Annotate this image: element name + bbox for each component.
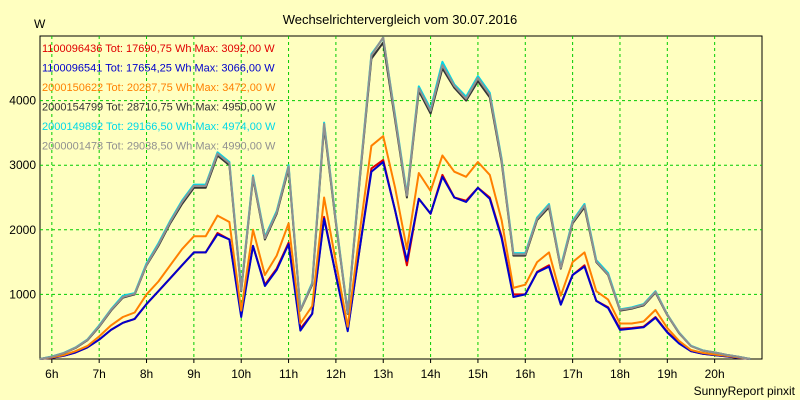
series-line-1100096541 (39, 161, 751, 360)
x-tick-label: 11h (279, 367, 298, 381)
legend-entry: 1100096436 Tot: 17690,75 Wh Max: 3092,00… (42, 43, 275, 55)
x-tick-label: 20h (705, 367, 725, 381)
y-tick-label: 3000 (9, 158, 36, 172)
x-tick-label: 6h (45, 367, 58, 381)
x-tick-label: 12h (326, 367, 346, 381)
x-tick-label: 15h (468, 367, 488, 381)
series-line-2000001478 (39, 36, 751, 360)
x-tick-label: 10h (231, 367, 251, 381)
x-tick-label: 7h (93, 367, 106, 381)
legend-entry: 1100096541 Tot: 17654,25 Wh Max: 3066,00… (42, 63, 275, 75)
y-tick-label: 1000 (9, 287, 36, 301)
y-axis-label: W (34, 17, 46, 31)
x-tick-label: 13h (373, 367, 393, 381)
x-tick-label: 16h (515, 367, 535, 381)
y-tick-label: 4000 (9, 94, 36, 108)
series-line-2000150622 (39, 135, 751, 360)
legend: 1100096436 Tot: 17690,75 Wh Max: 3092,00… (42, 43, 276, 153)
y-tick-label: 2000 (9, 223, 36, 237)
x-tick-label: 17h (563, 367, 583, 381)
x-tick-label: 8h (140, 367, 153, 381)
x-tick-label: 14h (421, 367, 441, 381)
legend-entry: 2000154799 Tot: 28710,75 Wh Max: 4950,00… (42, 102, 276, 114)
axes: 1000 2000 3000 4000 6h 7h 8h 9h 10h 11h 12h 13h 14h 1… (9, 94, 724, 381)
legend-entry: 2000150622 Tot: 20287,75 Wh Max: 3472,00… (42, 82, 276, 94)
chart-title: Wechselrichtervergleich vom 30.07.2016 (283, 12, 518, 27)
x-tick-label: 19h (657, 367, 677, 381)
x-tick-label: 18h (610, 367, 630, 381)
legend-entry: 2000149892 Tot: 29166,50 Wh Max: 4974,00… (42, 121, 276, 133)
x-tick-label: 9h (187, 367, 200, 381)
legend-entry: 2000001478 Tot: 29038,50 Wh Max: 4990,00… (42, 141, 276, 153)
series-lines (39, 36, 751, 360)
footer-credit: SunnyReport pinxit (694, 384, 796, 398)
